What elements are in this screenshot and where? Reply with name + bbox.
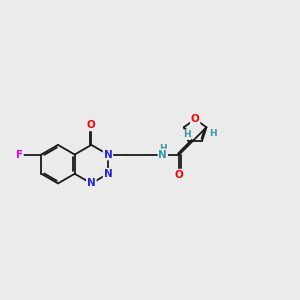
Text: O: O (87, 120, 96, 130)
Text: O: O (175, 169, 184, 180)
Text: O: O (191, 114, 200, 124)
Text: F: F (16, 149, 23, 160)
Text: N: N (103, 149, 112, 160)
Text: H: H (183, 130, 190, 139)
Text: N: N (87, 178, 96, 188)
Text: H: H (159, 144, 167, 153)
Text: N: N (103, 169, 112, 179)
Text: N: N (158, 149, 167, 160)
Text: H: H (209, 129, 217, 138)
